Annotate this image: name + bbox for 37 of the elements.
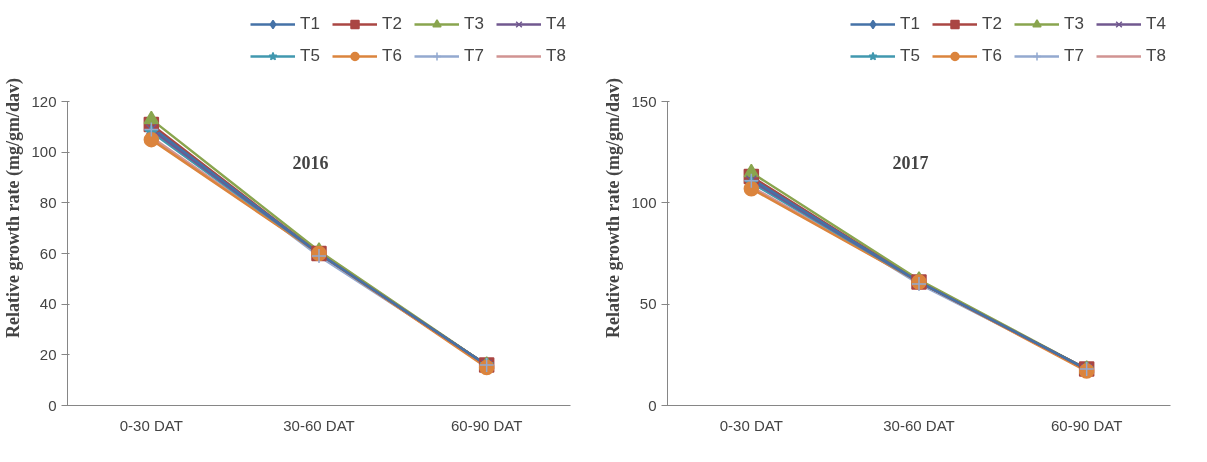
y-tick-label: 60 <box>39 244 57 262</box>
annotation: 2016 <box>292 152 329 173</box>
legend-label: T1 <box>300 14 320 34</box>
legend-label: T8 <box>546 46 566 66</box>
y-tick-label: 0 <box>648 396 657 414</box>
legend-label: T8 <box>1146 46 1166 66</box>
y-tick-label: 150 <box>631 92 657 110</box>
legend-label: T5 <box>300 46 320 66</box>
legend-label: T6 <box>982 46 1002 66</box>
x-tick-label: 30-60 DAT <box>283 416 355 434</box>
y-tick-label: 40 <box>39 295 57 313</box>
y-tick-label: 20 <box>39 345 57 363</box>
legend-label: T3 <box>1064 14 1084 34</box>
x-tick-label: 60-90 DAT <box>1050 416 1123 434</box>
y-tick-label: 50 <box>639 295 657 313</box>
legend-label: T6 <box>382 46 402 66</box>
y-tick-label: 0 <box>48 396 57 414</box>
legend-label: T4 <box>546 14 566 34</box>
y-tick-label: 100 <box>31 143 57 161</box>
y-axis-title: Relative growth rate (mg/gm/dav) <box>603 77 625 339</box>
y-tick-label: 80 <box>39 193 57 211</box>
y-tick-label: 100 <box>631 193 657 211</box>
legend-label: T5 <box>900 46 920 66</box>
legend-label: T4 <box>1146 14 1166 34</box>
y-tick-label: 120 <box>31 92 57 110</box>
legend-label: T7 <box>464 46 484 66</box>
y-axis-title: Relative growth rate (mg/gm/dav) <box>3 77 25 339</box>
legend-label: T2 <box>982 14 1002 34</box>
legend-label: T7 <box>1064 46 1084 66</box>
legend-label: T3 <box>464 14 484 34</box>
x-tick-label: 0-30 DAT <box>719 416 783 434</box>
legend-label: T1 <box>900 14 920 34</box>
legend-label: T2 <box>382 14 402 34</box>
x-tick-label: 0-30 DAT <box>119 416 183 434</box>
x-tick-label: 30-60 DAT <box>883 416 955 434</box>
annotation: 2017 <box>892 152 929 173</box>
x-tick-label: 60-90 DAT <box>450 416 523 434</box>
